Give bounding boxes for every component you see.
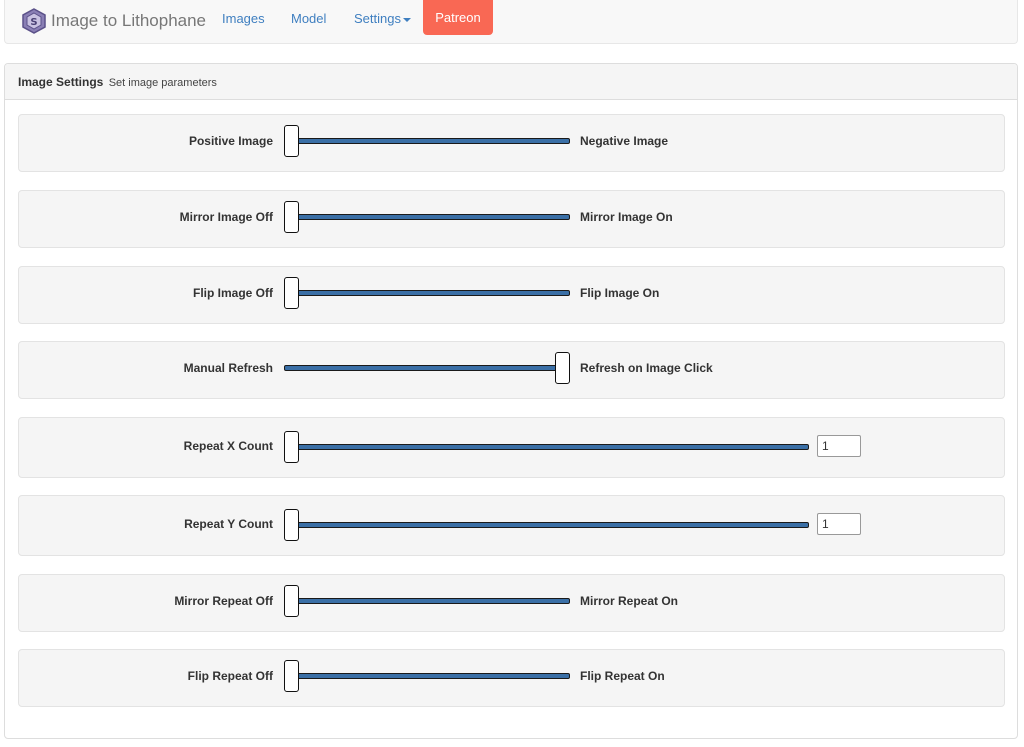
flip-image-off-label: Flip Image Off: [192, 286, 273, 300]
repeat-y-count-input[interactable]: [817, 513, 861, 535]
setting-row-flip-image: Flip Image Off Flip Image On: [18, 266, 1005, 324]
setting-row-mirror-repeat: Mirror Repeat Off Mirror Repeat On: [18, 574, 1005, 632]
repeat-x-slider-track[interactable]: [284, 444, 809, 450]
lithophane-logo-icon: S: [22, 8, 46, 34]
negative-image-label: Negative Image: [580, 134, 669, 148]
mirror-image-on-label: Mirror Image On: [580, 210, 673, 224]
nav-settings-label: Settings: [354, 11, 401, 26]
flip-repeat-on-label: Flip Repeat On: [580, 669, 665, 683]
negative-image-slider-track[interactable]: [284, 138, 570, 144]
mirror-image-slider-handle[interactable]: [284, 201, 299, 233]
repeat-x-slider-handle[interactable]: [284, 431, 299, 463]
repeat-y-slider-track[interactable]: [284, 522, 809, 528]
refresh-mode-slider-handle[interactable]: [555, 352, 570, 384]
nav-images[interactable]: Images: [222, 11, 265, 26]
mirror-repeat-slider-handle[interactable]: [284, 585, 299, 617]
negative-image-slider-handle[interactable]: [284, 125, 299, 157]
panel-heading: Image Settings Set image parameters: [5, 64, 1017, 100]
mirror-image-off-label: Mirror Image Off: [179, 210, 273, 224]
panel-title: Image Settings: [18, 75, 104, 89]
nav-settings-dropdown[interactable]: Settings: [354, 11, 411, 26]
brand[interactable]: S Image to Lithophane: [21, 6, 206, 36]
flip-image-on-label: Flip Image On: [580, 286, 660, 300]
flip-image-slider-handle[interactable]: [284, 277, 299, 309]
setting-row-repeat-x: Repeat X Count: [18, 417, 1005, 478]
svg-text:S: S: [30, 17, 37, 28]
caret-down-icon: [402, 17, 411, 22]
setting-row-repeat-y: Repeat Y Count: [18, 495, 1005, 556]
refresh-on-image-click-label: Refresh on Image Click: [580, 361, 713, 375]
mirror-image-slider-track[interactable]: [284, 214, 570, 220]
setting-row-refresh: Manual Refresh Refresh on Image Click: [18, 341, 1005, 399]
flip-repeat-slider-handle[interactable]: [284, 660, 299, 692]
nav-model[interactable]: Model: [291, 11, 327, 26]
setting-row-negative: Positive Image Negative Image: [18, 114, 1005, 172]
mirror-repeat-on-label: Mirror Repeat On: [580, 594, 679, 608]
manual-refresh-label: Manual Refresh: [183, 361, 273, 375]
flip-repeat-slider-track[interactable]: [284, 673, 570, 679]
repeat-y-slider-handle[interactable]: [284, 509, 299, 541]
navbar: S Image to Lithophane Images Model Setti…: [4, 0, 1018, 44]
mirror-repeat-off-label: Mirror Repeat Off: [174, 594, 273, 608]
repeat-x-count-input[interactable]: [817, 435, 861, 457]
repeat-x-count-label: Repeat X Count: [183, 439, 273, 453]
image-settings-panel: Image Settings Set image parameters Posi…: [4, 63, 1018, 739]
refresh-mode-slider-track[interactable]: [284, 365, 570, 371]
panel-subtitle: Set image parameters: [108, 77, 217, 89]
app-title: Image to Lithophane: [51, 11, 207, 30]
positive-image-label: Positive Image: [188, 134, 273, 148]
repeat-y-count-label: Repeat Y Count: [184, 517, 273, 531]
flip-image-slider-track[interactable]: [284, 290, 570, 296]
setting-row-mirror-image: Mirror Image Off Mirror Image On: [18, 190, 1005, 248]
flip-repeat-off-label: Flip Repeat Off: [187, 669, 273, 683]
mirror-repeat-slider-track[interactable]: [284, 598, 570, 604]
patreon-button[interactable]: Patreon: [423, 0, 493, 35]
setting-row-flip-repeat: Flip Repeat Off Flip Repeat On: [18, 649, 1005, 707]
